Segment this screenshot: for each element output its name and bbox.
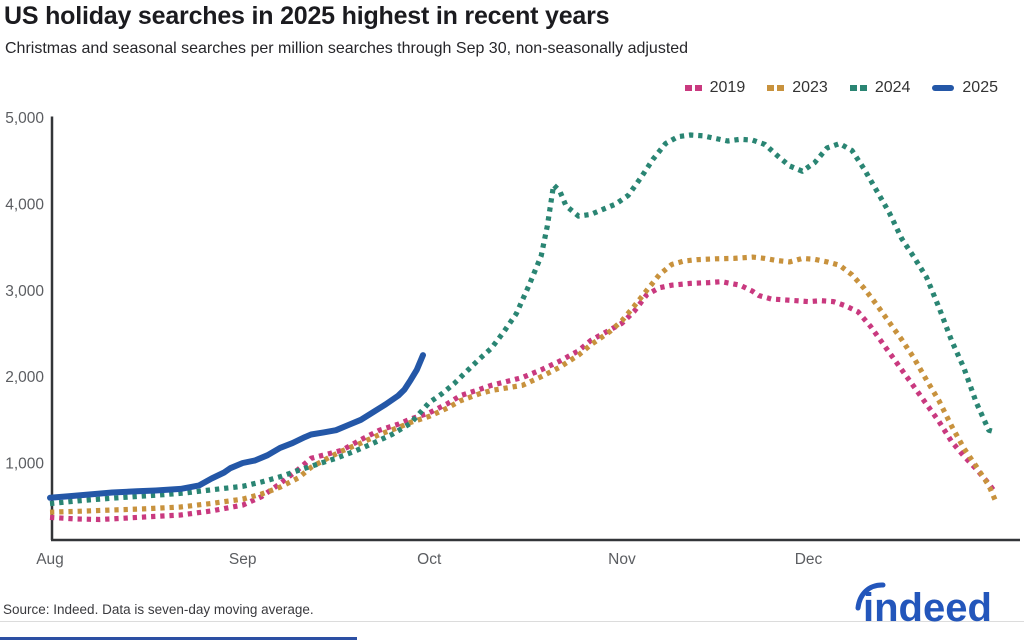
y-tick-label: 2,000: [5, 369, 44, 386]
legend-label: 2023: [792, 79, 828, 96]
x-tick-label: Nov: [608, 551, 636, 568]
x-tick-label: Sep: [229, 551, 257, 568]
legend-label: 2025: [962, 79, 998, 96]
line-chart: 1,000 2,000 3,000 4,000 5,000 Aug Sep Oct Nov Dec: [5, 110, 1020, 568]
y-tick-label: 3,000: [5, 283, 44, 300]
y-tick-label: 1,000: [5, 456, 44, 473]
legend-label: 2019: [709, 79, 746, 96]
chart-subtitle: Christmas and seasonal searches per mill…: [5, 40, 689, 57]
bottom-edge-line: [0, 637, 357, 640]
series-line-2025: [47, 352, 426, 501]
legend-solid-marker-icon: [932, 85, 955, 91]
x-tick-label: Oct: [417, 551, 442, 568]
legend-dotted-marker-icon: [849, 85, 867, 91]
x-tick-label: Dec: [795, 551, 823, 568]
footer-divider: [0, 621, 1024, 622]
legend-label: 2024: [874, 79, 911, 96]
chart-legend: 2019 2023 2024 2025: [663, 79, 998, 97]
y-tick-label: 4,000: [5, 197, 44, 214]
source-note: Source: Indeed. Data is seven-day moving…: [3, 602, 314, 617]
legend-item-2023: 2023: [767, 79, 828, 97]
logo-swoosh-icon: [855, 582, 886, 611]
x-tick-label: Aug: [36, 551, 64, 568]
legend-dotted-marker-icon: [684, 85, 702, 91]
chart-title: US holiday searches in 2025 highest in r…: [4, 2, 610, 30]
legend-dotted-marker-icon: [767, 85, 785, 91]
series-line-2023: [49, 254, 998, 515]
legend-item-2024: 2024: [849, 79, 911, 97]
legend-item-2019: 2019: [684, 79, 746, 97]
series-line-2019: [49, 279, 998, 523]
legend-item-2025: 2025: [932, 79, 998, 97]
indeed-logo: indeed: [855, 582, 992, 627]
y-tick-label: 5,000: [5, 110, 44, 127]
logo-wordmark: indeed: [863, 586, 992, 627]
series-line-2024: [49, 132, 996, 507]
